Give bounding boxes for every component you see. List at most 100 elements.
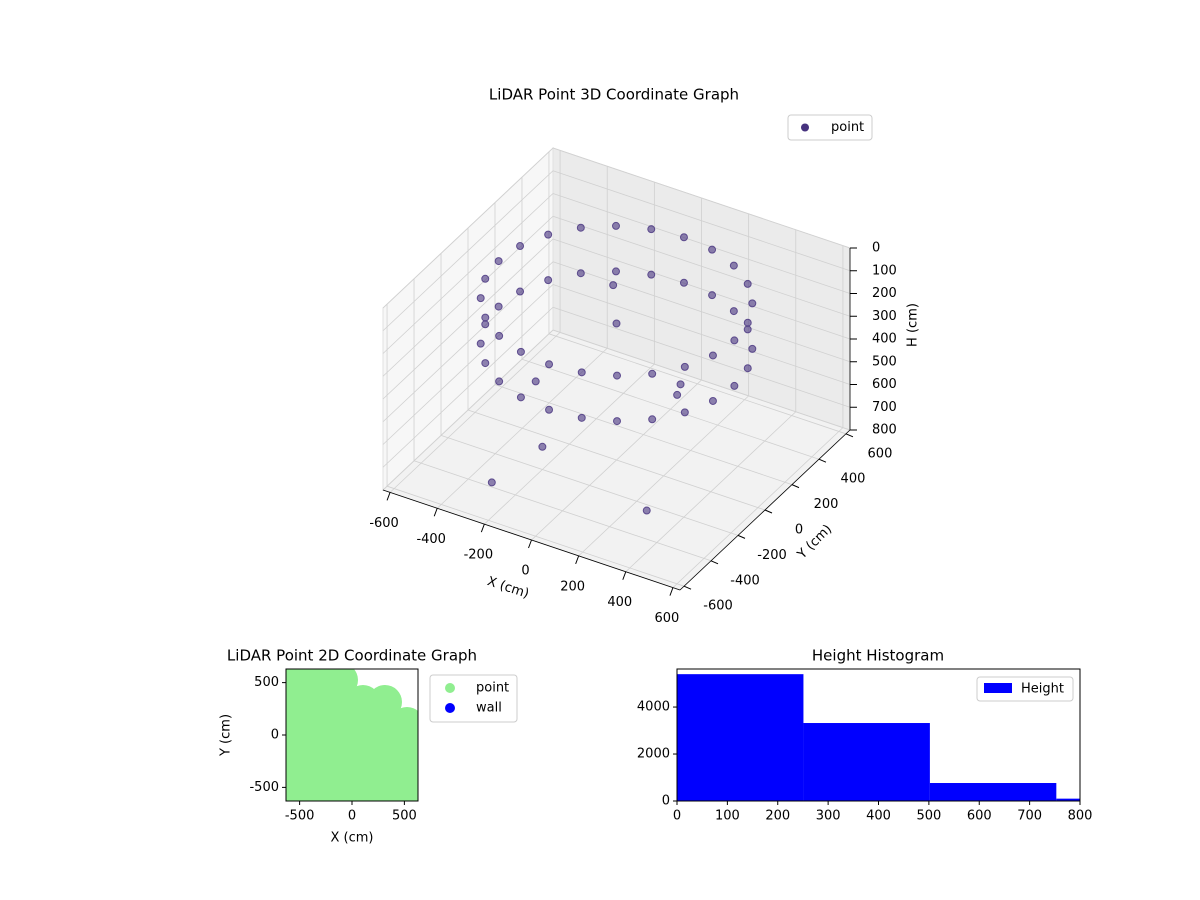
point bbox=[648, 369, 657, 378]
y-tick-label: 0 bbox=[271, 728, 279, 743]
y-tick-label: 4000 bbox=[637, 700, 670, 715]
grid-line bbox=[494, 384, 793, 485]
point bbox=[495, 331, 504, 340]
point bbox=[730, 336, 739, 345]
tick-mark bbox=[764, 509, 773, 514]
point bbox=[613, 417, 622, 426]
y-tick-label: 200 bbox=[814, 497, 839, 512]
y-tick-label: -400 bbox=[730, 573, 760, 588]
point bbox=[748, 299, 757, 308]
point bbox=[612, 319, 621, 328]
point bbox=[729, 261, 738, 270]
tick-mark bbox=[480, 523, 485, 533]
point bbox=[748, 344, 757, 353]
grid-line bbox=[382, 170, 554, 332]
point bbox=[673, 390, 682, 399]
point bbox=[576, 223, 585, 232]
legend-label: wall bbox=[476, 701, 502, 716]
bar bbox=[803, 723, 930, 801]
point bbox=[743, 318, 752, 327]
x-tick-label: 400 bbox=[607, 595, 632, 610]
point bbox=[576, 269, 585, 278]
point bbox=[538, 442, 547, 451]
point bbox=[613, 371, 622, 380]
point bbox=[487, 478, 496, 487]
y-tick-label: -200 bbox=[757, 548, 787, 563]
x-tick-label: 200 bbox=[765, 809, 790, 824]
point bbox=[544, 276, 553, 285]
point bbox=[545, 360, 554, 369]
point bbox=[494, 302, 503, 311]
y-axis-label: Y (cm) bbox=[219, 714, 234, 757]
point bbox=[743, 279, 752, 288]
y-tick-label: 600 bbox=[868, 446, 893, 461]
tick-mark bbox=[622, 571, 627, 580]
tick-mark bbox=[710, 560, 719, 565]
tick-mark bbox=[433, 508, 438, 517]
point bbox=[481, 320, 490, 329]
x-tick-label: 400 bbox=[866, 809, 891, 824]
y-tick-label: 0 bbox=[795, 523, 803, 538]
plot-area bbox=[286, 669, 418, 801]
grid-line bbox=[552, 147, 851, 249]
point bbox=[577, 413, 586, 422]
tick-mark bbox=[818, 458, 827, 463]
point bbox=[495, 377, 504, 386]
point bbox=[743, 364, 752, 373]
point bbox=[481, 274, 490, 283]
point bbox=[743, 325, 752, 334]
bar bbox=[1056, 798, 1080, 801]
chart-title: LiDAR Point 3D Coordinate Graph bbox=[489, 86, 739, 104]
point bbox=[577, 368, 586, 377]
grid-line bbox=[382, 329, 554, 491]
point bbox=[324, 669, 358, 697]
x-tick-label: 500 bbox=[392, 809, 417, 824]
grid-line bbox=[382, 147, 554, 309]
y-tick-label: 2000 bbox=[637, 747, 670, 762]
tick-mark bbox=[669, 587, 674, 596]
grid-line bbox=[552, 193, 851, 294]
tick-mark bbox=[386, 492, 391, 501]
grid-line bbox=[413, 460, 712, 562]
point bbox=[642, 506, 651, 515]
z-tick-label: 300 bbox=[872, 309, 897, 324]
x-axis-label: X (cm) bbox=[331, 831, 374, 846]
chart-histogram: 0 100 200 300 400 500 600 700 800 0 2000 4000 Height… bbox=[637, 647, 1093, 824]
grid-line bbox=[552, 238, 851, 340]
x-tick-label: 0 bbox=[521, 564, 529, 579]
z-tick-label: 700 bbox=[872, 400, 897, 415]
y-tick-label: -600 bbox=[703, 599, 733, 614]
x-tick-label: 500 bbox=[916, 809, 941, 824]
point bbox=[476, 339, 485, 348]
grid-line bbox=[552, 306, 851, 408]
axis-line bbox=[679, 429, 851, 591]
z-tick-label: 800 bbox=[872, 423, 897, 438]
y-tick-label: 400 bbox=[841, 472, 866, 487]
x-tick-label: 200 bbox=[560, 579, 585, 594]
grid-line bbox=[382, 193, 554, 354]
axis-line bbox=[382, 489, 681, 591]
tick-mark bbox=[737, 534, 746, 539]
point bbox=[390, 707, 418, 741]
point bbox=[708, 291, 717, 300]
point bbox=[481, 359, 490, 368]
point bbox=[516, 287, 525, 296]
point bbox=[730, 381, 739, 390]
y-tick-label: 500 bbox=[254, 675, 279, 690]
z-tick-label: 0 bbox=[872, 241, 880, 256]
x-tick-label: 0 bbox=[348, 809, 356, 824]
grid-line bbox=[382, 238, 554, 400]
point bbox=[680, 408, 689, 417]
x-tick-label: -600 bbox=[369, 516, 399, 531]
z-axis-label: H (cm) bbox=[906, 303, 921, 347]
point bbox=[516, 242, 525, 251]
grid-line bbox=[382, 306, 554, 468]
point bbox=[647, 270, 656, 279]
y-tick-label: 0 bbox=[662, 794, 670, 809]
grid-line bbox=[521, 358, 820, 460]
point bbox=[708, 396, 717, 405]
point bbox=[481, 313, 490, 322]
plot-area bbox=[677, 674, 1080, 801]
legend-box bbox=[429, 674, 518, 723]
